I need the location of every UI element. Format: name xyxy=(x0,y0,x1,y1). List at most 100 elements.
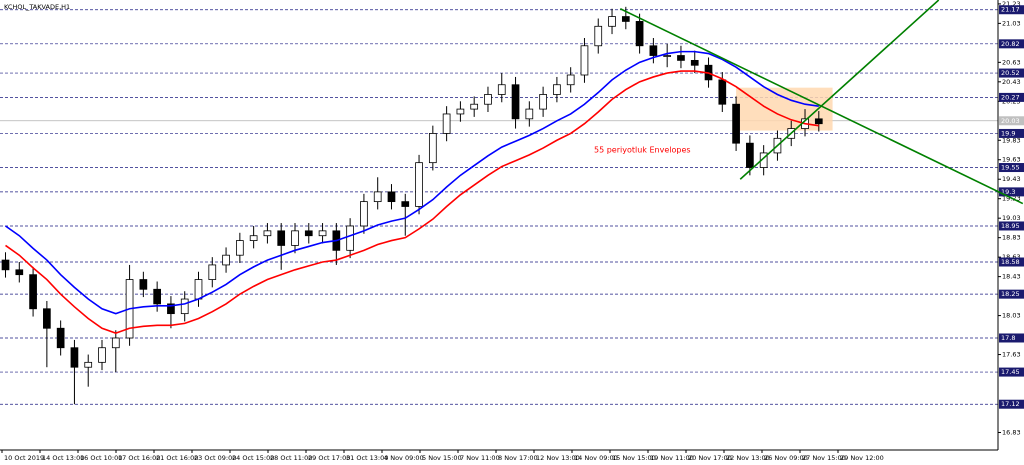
candle-body xyxy=(346,225,354,251)
candle-body xyxy=(470,103,479,110)
level-label: 17.12 xyxy=(1001,400,1020,408)
level-label: 18.25 xyxy=(1001,290,1020,298)
level-box xyxy=(999,128,1024,138)
candle-body xyxy=(98,347,106,363)
level-box xyxy=(999,163,1024,173)
level-box xyxy=(999,39,1024,49)
candle-body xyxy=(456,108,465,115)
x-tick-label: 17 Oct 16:00 xyxy=(118,454,160,462)
candle-body xyxy=(291,230,299,246)
x-tick-label: 20 Nov 17:00 xyxy=(688,454,732,462)
candle-body xyxy=(746,142,754,168)
level-label: 17.45 xyxy=(1001,368,1020,376)
candle-body xyxy=(222,254,230,266)
y-tick-label: 18.43 xyxy=(1002,273,1021,281)
levels xyxy=(0,9,998,405)
y-tick-label: 19.03 xyxy=(1002,214,1021,222)
x-tick-label: 14 Oct 13:00 xyxy=(42,454,84,462)
x-tick-label: 7 Nov 11:00 xyxy=(460,454,500,462)
level-label: 21.17 xyxy=(1001,6,1020,14)
y-tick-label: 16.83 xyxy=(1002,428,1021,436)
level-box xyxy=(999,187,1024,197)
x-tick-label: 14 Nov 09:00 xyxy=(574,454,618,462)
level-label: 18.58 xyxy=(1001,258,1020,266)
y-tick-label: 18.03 xyxy=(1002,312,1021,320)
candle-body xyxy=(249,235,258,241)
level-label: 20.82 xyxy=(1001,40,1020,48)
candle-body xyxy=(415,162,423,207)
candle-body xyxy=(401,201,410,207)
candle-body xyxy=(663,55,672,57)
x-tick-label: 12 Nov 13:00 xyxy=(536,454,580,462)
envelope-line xyxy=(5,50,819,315)
candle-body xyxy=(1,259,10,271)
y-tick-label: 19.83 xyxy=(1002,136,1021,144)
candle-body xyxy=(373,191,382,203)
level-box xyxy=(999,333,1024,343)
candle-body xyxy=(318,230,327,237)
candle-body xyxy=(732,103,740,144)
candle-body xyxy=(594,25,603,47)
candle-body xyxy=(649,45,658,56)
candle-body xyxy=(814,118,823,125)
candle-body xyxy=(608,16,616,27)
level-label: 19.3 xyxy=(1001,188,1015,196)
candle-body xyxy=(497,84,506,95)
x-tick-label: 8 Nov 17:00 xyxy=(498,454,538,462)
x-tick-label: 4 Nov 09:00 xyxy=(384,454,424,462)
x-tick-label: 28 Oct 11:00 xyxy=(270,454,312,462)
x-tick-label: 5 Nov 15:00 xyxy=(422,454,462,462)
candle-body xyxy=(539,94,547,110)
candle-body xyxy=(167,303,175,315)
x-tick-label: 19 Nov 11:00 xyxy=(650,454,694,462)
candle-body xyxy=(677,55,685,61)
level-label: 18.95 xyxy=(1001,222,1020,230)
x-tick-label: 29 Oct 17:00 xyxy=(308,454,350,462)
candle-body xyxy=(566,74,575,86)
candle-body xyxy=(139,279,148,290)
x-tick-label: 26 Nov 09:00 xyxy=(764,454,808,462)
level-box xyxy=(999,289,1024,299)
x-tick-label: 22 Nov 13:00 xyxy=(726,454,770,462)
level-box xyxy=(999,257,1024,267)
chart-title: KCHOL_TAKVADE,H1 xyxy=(4,3,70,11)
candle-body xyxy=(511,84,520,120)
candle-body xyxy=(360,201,368,227)
candle-body xyxy=(15,269,24,276)
candle-body xyxy=(56,327,65,349)
candle-body xyxy=(304,230,313,237)
plot xyxy=(1,6,833,405)
x-tick-label: 10 Oct 2019 xyxy=(4,454,44,462)
candle-body xyxy=(442,113,451,134)
level-box xyxy=(999,68,1024,78)
candle-body xyxy=(43,308,51,329)
candle-body xyxy=(428,133,437,164)
candle-body xyxy=(263,230,272,237)
x-tick-label: 27 Nov 15:00 xyxy=(802,454,846,462)
level-label: 20.27 xyxy=(1001,93,1020,101)
x-tick-label: 24 Oct 15:00 xyxy=(232,454,274,462)
level-box xyxy=(999,5,1024,15)
level-label: 17.8 xyxy=(1001,334,1015,342)
candle-body xyxy=(236,240,244,256)
candle-body xyxy=(111,337,120,349)
candle-body xyxy=(153,288,161,305)
level-box xyxy=(999,92,1024,102)
candle-body xyxy=(484,94,492,105)
candle-body xyxy=(621,16,630,22)
x-tick-label: 31 Oct 13:00 xyxy=(346,454,388,462)
level-label: 20.52 xyxy=(1001,69,1020,77)
candle-body xyxy=(690,59,699,66)
level-label: 19.55 xyxy=(1001,164,1020,172)
candle-body xyxy=(387,191,396,203)
candle-body xyxy=(635,21,644,47)
trend-line xyxy=(739,0,940,180)
x-tick-label: 29 Nov 12:00 xyxy=(840,454,884,462)
y-tick-label: 17.63 xyxy=(1002,351,1021,359)
x-tick-label: 23 Oct 09:00 xyxy=(194,454,236,462)
x-tick-label: 21 Oct 16:00 xyxy=(156,454,198,462)
annotation: 55 periyotluk Envelopes xyxy=(594,146,691,155)
